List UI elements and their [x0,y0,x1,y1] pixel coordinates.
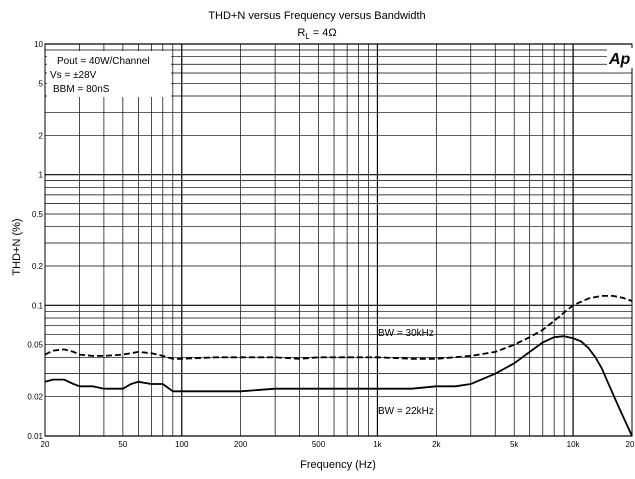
note-bbm: BBM = 80nS [53,84,110,95]
y-axis-label: THD+N (%) [11,218,23,275]
y-tick-label: 1 [39,171,44,180]
y-tick-label: 0.02 [27,393,43,402]
y-tick-labels: 0.01 0.02 0.05 0.1 0.2 0.5 1 2 5 10 [27,40,43,441]
annotation-bw-22khz: BW = 22kHz [378,406,434,417]
x-tick-label: 100 [175,440,189,449]
minor-grid [44,44,633,436]
chart-subtitle: RL = 4Ω [297,27,336,41]
series-lines [44,294,633,437]
major-grid [45,43,632,437]
x-tick-label: 1k [373,440,382,449]
y-tick-label: 0.5 [32,210,44,219]
x-tick-label: 500 [312,440,326,449]
x-tick-label: 20 [41,440,50,449]
y-tick-label: 2 [39,131,44,140]
ap-logo: Ap [607,48,633,68]
series-line-bw-22khz [44,335,633,437]
note-vs: Vs = ±28V [50,70,97,81]
ap-logo-text: Ap [608,51,631,68]
y-tick-label: 0.2 [32,262,44,271]
notes-box: Pout = 40W/Channel Vs = ±28V BBM = 80nS [47,51,171,97]
x-tick-label: 2k [432,440,441,449]
x-tick-label: 20k [626,440,635,449]
note-pout: Pout = 40W/Channel [57,56,150,67]
plot-frame [44,43,633,437]
y-tick-label: 0.01 [27,432,43,441]
y-tick-label: 5 [39,79,44,88]
x-tick-label: 10k [567,440,581,449]
series-line-bw-30khz [44,294,633,360]
y-tick-label: 0.1 [32,301,44,310]
notes-box-bg [47,51,171,97]
y-tick-label: 10 [34,40,43,49]
x-tick-label: 50 [118,440,127,449]
ap-logo-bg [607,48,633,68]
y-tick-label: 0.05 [27,341,43,350]
chart-title: THD+N versus Frequency versus Bandwidth [208,10,425,22]
x-tick-label: 5k [510,440,519,449]
annotation-bw-30khz: BW = 30kHz [378,328,434,339]
x-tick-label: 200 [234,440,248,449]
x-tick-labels: 20 50 100 200 500 1k 2k 5k 10k 20k [41,440,635,449]
x-axis-label: Frequency (Hz) [300,459,376,471]
